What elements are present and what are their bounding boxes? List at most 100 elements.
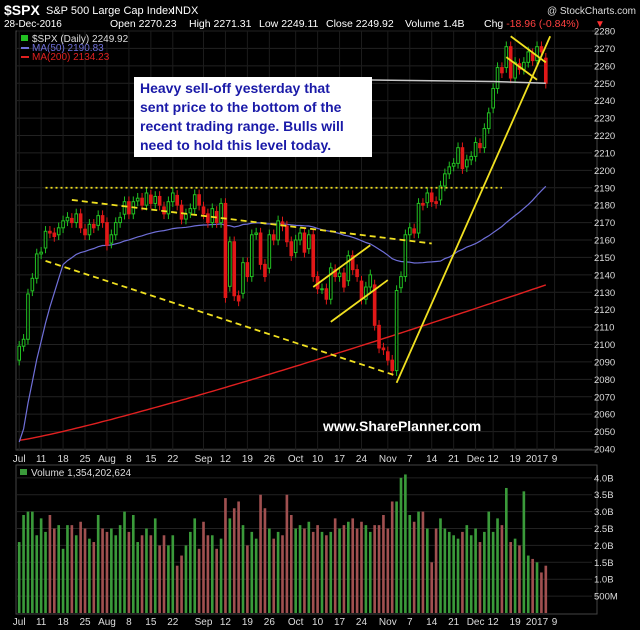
price-x-axis: Jul 11 18 25 Aug 8 15 22 Sep 12 19 26 Oct 10 17 24 Nov 7 1… [13,454,558,465]
price-tick-label: 2040 [594,445,615,456]
volume-bar [61,548,65,613]
price-x-tick-label: Sep [195,454,213,465]
volume-x-tick-label: 19 [510,617,522,628]
volume-x-axis: Jul 11 18 25 Aug 8 15 22 Sep 12 19 26 Oct 10 17 24 Nov 7 1… [13,617,558,628]
candle-body [26,293,30,340]
annotation-box: Heavy sell-off yesterday that sent price… [134,77,372,157]
price-x-tick-label: 12 [488,454,500,465]
volume-panel [15,464,598,615]
candle-body [469,155,474,161]
volume-x-tick-label: Jul [13,617,26,628]
volume-bar [487,511,491,613]
svg-text:Volume 1.4B: Volume 1.4B [405,18,465,30]
price-x-tick-label: 15 [145,454,157,465]
candle-body [500,67,504,74]
candle-body [491,87,495,109]
volume-bar [145,528,148,613]
candle-body [276,220,280,241]
spx-legend-swatch [21,35,28,41]
volume-y-axis: 500M 1.0B 1.5B 2.0B 2.5B 3.0B 3.5B 4.0B [594,473,618,602]
price-tick-label: 2200 [594,166,615,177]
ohlc-readout: Open 2270.23 High 2271.31 Low 2249.11 Cl… [110,18,579,30]
volume-x-tick-label: 18 [58,617,70,628]
volume-x-tick-label: 11 [36,617,47,628]
volume-tick-label: 3.0B [594,507,614,518]
candle-body [175,194,179,206]
candle-body [113,222,118,236]
volume-bar [254,538,258,613]
volume-bar [175,565,179,613]
volume-bar [70,525,74,613]
candle-body [254,232,258,235]
candle-body [236,295,241,302]
volume-bar [311,531,315,613]
candle-body [105,222,109,246]
candle-body [74,213,79,224]
uptrend-line [395,35,552,384]
candle-body [17,345,22,361]
volume-x-tick-label: 24 [356,617,368,628]
volume-bar [232,508,236,613]
price-x-tick-label: 9 [552,454,558,465]
volume-x-tick-label: 26 [264,617,276,628]
index-name: S&P 500 Large Cap Index [46,5,174,17]
volume-bar [531,558,534,613]
volume-bar [35,535,39,613]
price-tick-label: 2060 [594,410,615,421]
candle-body [267,234,272,269]
price-x-tick-label: Nov [379,454,397,465]
candle-body [328,267,333,300]
candle-body [355,269,359,278]
candle-body [307,234,311,250]
credit-label: @ StockCharts.com [547,6,636,17]
volume-bar [197,548,201,613]
volume-bar [342,525,346,613]
candle-body [364,286,368,300]
candle-body [144,192,149,206]
volume-bar [74,535,78,613]
candle-body [508,46,513,79]
volume-bar [246,545,249,613]
candle-body [232,241,237,297]
candle-body [219,202,223,224]
candle-body [258,232,263,265]
price-x-tick-label: Jul [13,454,26,465]
upper-channel-line [71,199,432,245]
candle-body [298,232,302,241]
legend-ma200: MA(200) 2134.23 [32,52,110,63]
candle-body [421,202,425,206]
volume-bar [123,511,126,613]
volume-bar [412,521,416,613]
candle-body [350,255,355,271]
volume-bar [210,535,214,613]
candle-body [289,241,294,257]
volume-value: 1.4B [443,18,465,30]
volume-x-tick-label: 8 [126,617,132,628]
svg-text:Close 2249.92: Close 2249.92 [326,18,394,30]
candle-body [21,338,26,347]
annotation-line: Heavy sell-off yesterday that [140,80,330,96]
price-x-tick-label: Dec [467,454,485,465]
ma200-path [19,284,547,441]
candle-body [460,147,465,170]
volume-bar [57,525,61,613]
price-tick-label: 2220 [594,131,615,142]
volume-bar [364,525,368,613]
price-tick-label: 2270 [594,44,615,55]
price-tick-label: 2190 [594,183,615,194]
candle-body [337,272,342,278]
svg-text:High 2271.31: High 2271.31 [189,18,252,30]
wedge-left-line [505,56,538,81]
close-label: Close [326,18,353,30]
volume-bar [368,531,372,613]
price-x-tick-label: 7 [407,454,413,465]
volume-bar [347,521,350,613]
volume-x-tick-label: 25 [79,617,91,628]
candle-body [412,228,416,234]
volume-bar [404,474,407,613]
candle-body [153,195,158,204]
lower-channel-line [45,260,397,377]
price-tick-label: 2120 [594,305,615,316]
volume-bar [491,531,495,613]
volume-bar [26,511,30,613]
